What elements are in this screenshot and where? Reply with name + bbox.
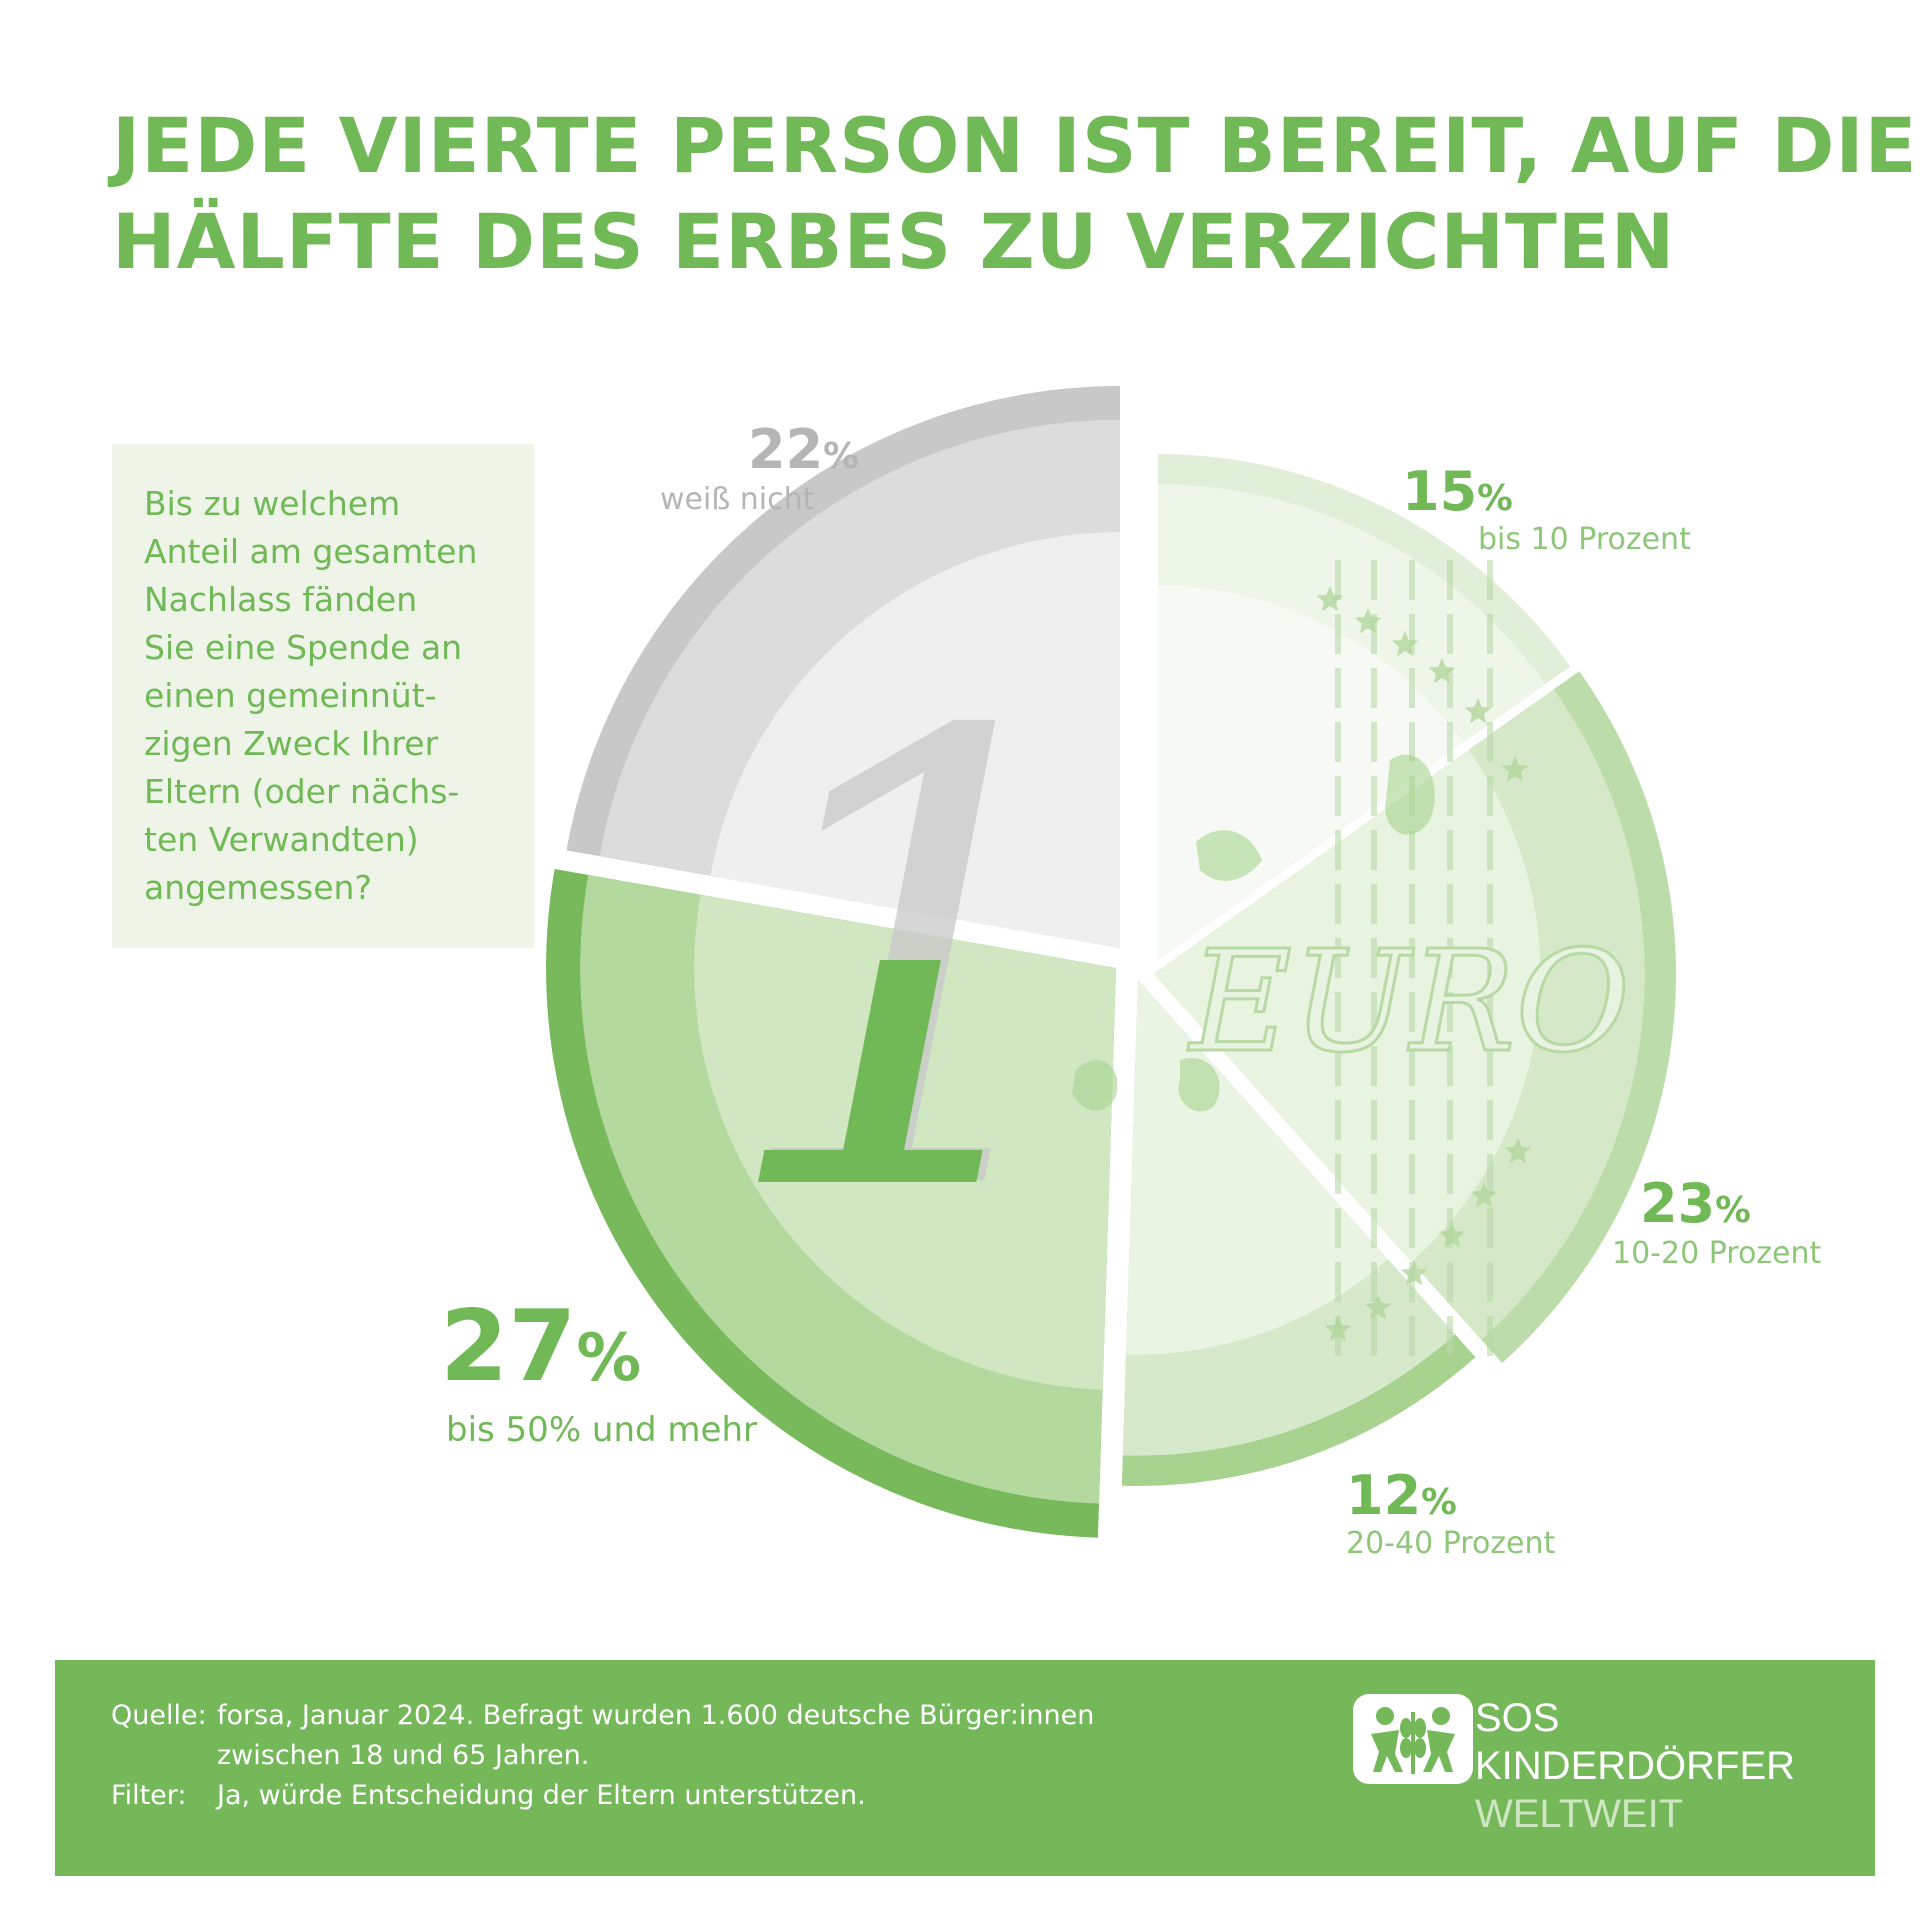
map-shape — [1072, 1060, 1118, 1111]
title-line-2: HÄLFTE DES ERBES ZU VERZICHTEN — [112, 197, 1676, 286]
cat-label-bis-10: bis 10 Prozent — [1478, 522, 1691, 557]
pct-value: 15 — [1402, 460, 1478, 523]
pct-value: 12 — [1346, 1464, 1422, 1527]
sos-children-logo-icon — [1353, 1694, 1473, 1784]
source-text-2: zwischen 18 und 65 Jahren. — [217, 1740, 590, 1771]
map-shape — [1385, 754, 1435, 835]
question-line: angemessen? — [144, 868, 372, 907]
pct-value: 23 — [1640, 1172, 1716, 1235]
cat-label-20-40: 20-40 Prozent — [1346, 1526, 1556, 1561]
pct-symbol: % — [1421, 1482, 1457, 1523]
org-line-1: SOS — [1475, 1696, 1560, 1740]
pct-symbol: % — [576, 1321, 642, 1396]
star-icon — [1400, 1260, 1428, 1286]
question-line: einen gemeinnüt- — [144, 676, 437, 715]
survey-question-box: Bis zu welchem Anteil am gesamten Nachla… — [112, 444, 534, 948]
coin-digit-highlight: 1 — [715, 608, 1109, 1329]
org-line-2: KINDERDÖRFER — [1475, 1744, 1796, 1788]
star-icon — [1464, 698, 1492, 724]
source-text: forsa, Januar 2024. Befragt wurden 1.600… — [217, 1700, 1095, 1731]
pie-slice-2 — [1154, 671, 1677, 1363]
pct-symbol: % — [823, 436, 859, 477]
star-icon — [1364, 1294, 1392, 1320]
question-line: Anteil am gesamten — [144, 532, 478, 571]
source-key: Quelle: — [111, 1700, 207, 1731]
star-icon — [1470, 1182, 1498, 1208]
star-icon — [1504, 1138, 1532, 1164]
pct-label-20-40: 12% — [1346, 1464, 1457, 1527]
cat-label-50-plus: bis 50% und mehr — [446, 1410, 757, 1450]
title-line-1: JEDE VIERTE PERSON IST BEREIT, AUF DIE — [112, 101, 1918, 190]
pie-slice-1 — [1158, 454, 1571, 960]
question-line: Eltern (oder nächs- — [144, 772, 460, 811]
coin-digit: 1 — [723, 606, 1117, 1327]
pct-label-bis-10: 15% — [1402, 460, 1513, 523]
pct-label-50-plus: 27% — [440, 1290, 641, 1404]
slice-center — [710, 532, 1120, 948]
star-icon — [1391, 631, 1419, 657]
cat-label-weiss-nicht: weiß nicht — [660, 482, 815, 517]
filter-key: Filter: — [111, 1780, 187, 1811]
map-shape — [1196, 830, 1262, 881]
pct-value: 22 — [748, 418, 824, 481]
org-name: SOS KINDERDÖRFER WELTWEIT — [1475, 1694, 1795, 1838]
question-line: Nachlass fänden — [144, 580, 418, 619]
pct-symbol: % — [1715, 1190, 1751, 1231]
cat-label-10-20: 10-20 Prozent — [1612, 1236, 1822, 1271]
star-icon — [1324, 1316, 1352, 1342]
map-shape — [1178, 1058, 1220, 1112]
question-line: zigen Zweck Ihrer — [144, 724, 439, 763]
coin-euro-text: EURO — [1187, 921, 1630, 1084]
pct-value: 27 — [440, 1290, 577, 1404]
star-icon — [1428, 658, 1456, 684]
question-line: Bis zu welchem — [144, 484, 401, 523]
pct-symbol: % — [1477, 478, 1513, 519]
star-icon — [1438, 1222, 1466, 1248]
pct-label-weiss-nicht: 22% — [748, 418, 859, 481]
slice-center — [694, 894, 1116, 1390]
slice-center — [1154, 749, 1541, 1262]
coin-decoration — [1072, 560, 1532, 1360]
question-line: Sie eine Spende an — [144, 628, 463, 667]
source-note: Quelle: forsa, Januar 2024. Befragt wurde… — [111, 1696, 1094, 1816]
pie-slice-5 — [566, 385, 1120, 949]
org-line-3: WELTWEIT — [1475, 1792, 1684, 1836]
filter-text: Ja, würde Entscheidung der Eltern unters… — [217, 1780, 866, 1811]
star-icon — [1501, 756, 1529, 782]
footer-bar: Quelle: forsa, Januar 2024. Befragt wurde… — [55, 1660, 1875, 1876]
star-icon — [1316, 586, 1344, 612]
page-title: JEDE VIERTE PERSON IST BEREIT, AUF DIE H… — [112, 98, 1918, 290]
star-icon — [1354, 608, 1382, 634]
pie-slice-4 — [546, 869, 1116, 1538]
question-line: ten Verwandten) — [144, 820, 419, 859]
pct-label-10-20: 23% — [1640, 1172, 1751, 1235]
